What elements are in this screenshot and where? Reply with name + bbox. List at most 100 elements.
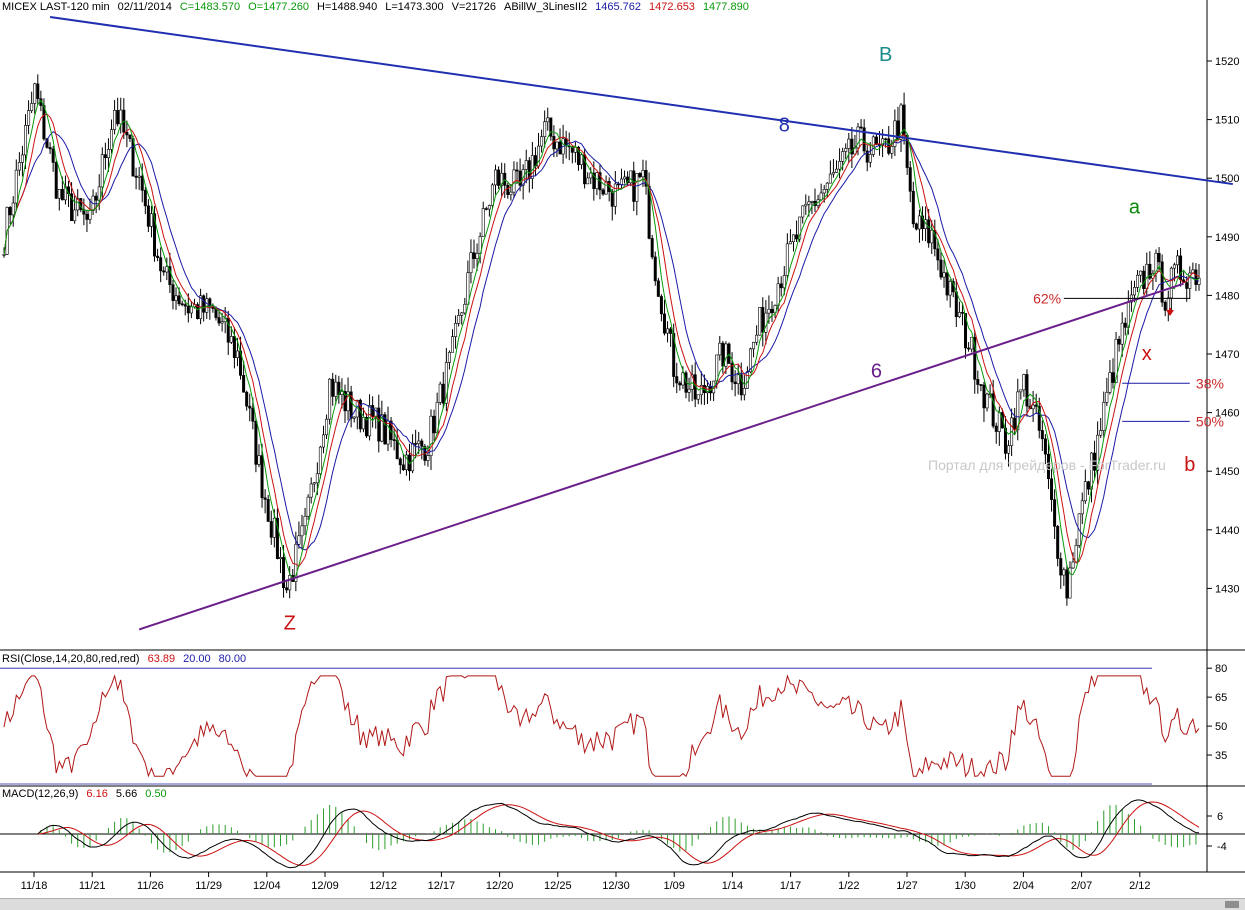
candle-body: [1022, 374, 1026, 391]
time-tick-label: 12/20: [486, 880, 514, 892]
candle-body: [143, 190, 147, 207]
fib-level-label: 50%: [1196, 413, 1224, 429]
candle-body: [110, 129, 114, 150]
candle-body: [1163, 301, 1167, 311]
candle-body: [776, 283, 780, 306]
candle-body: [312, 482, 316, 485]
candle-body: [306, 496, 310, 517]
candle-body: [782, 275, 786, 289]
price-tick-label: 1490: [1215, 232, 1239, 244]
candle-body: [890, 146, 894, 154]
candle-body: [420, 440, 424, 447]
candle-body: [589, 172, 593, 179]
candle-body: [810, 201, 814, 203]
candle-body: [942, 272, 946, 278]
candle-body: [220, 321, 224, 324]
candle-body: [242, 375, 246, 393]
candle-body: [8, 207, 12, 216]
fib-level-label: 38%: [1196, 375, 1224, 391]
wave-label: B: [879, 44, 892, 66]
candle-body: [623, 176, 627, 180]
candlestick-series: [2, 74, 1201, 606]
candle-body: [386, 420, 390, 445]
candle-body: [380, 414, 384, 442]
candle-body: [1007, 445, 1011, 454]
candle-body: [417, 440, 421, 444]
candle-body: [650, 238, 654, 258]
candle-body: [254, 421, 258, 465]
candle-body: [180, 303, 184, 306]
candle-body: [530, 155, 534, 179]
scrollbar-thumb[interactable]: [1225, 901, 1239, 908]
candle-body: [156, 255, 160, 258]
candle-body: [1120, 322, 1124, 345]
candle-body: [395, 439, 399, 460]
candle-body: [94, 195, 98, 201]
candle-body: [825, 182, 829, 190]
candle-body: [490, 184, 494, 206]
candle-body: [893, 120, 897, 147]
candle-body: [331, 378, 335, 397]
macd-hist-value: 0.50: [145, 788, 167, 800]
time-tick-label: 12/09: [311, 880, 339, 892]
candle-body: [134, 175, 138, 178]
wave-label: b: [1184, 454, 1195, 476]
trendline-upper: [49, 16, 1233, 186]
candle-body: [404, 454, 408, 471]
horizontal-scrollbar[interactable]: [0, 898, 1245, 910]
candle-body: [785, 243, 789, 276]
candle-body: [263, 497, 267, 500]
macd-line: [4, 799, 1200, 869]
candle-body: [297, 535, 301, 545]
rsi-high-level: 80.00: [218, 653, 247, 665]
candle-body: [414, 443, 418, 445]
candle-body: [1114, 338, 1118, 383]
candle-body: [991, 393, 995, 427]
candle-body: [856, 126, 860, 149]
candle-body: [770, 308, 774, 314]
time-tick-label: 1/27: [896, 880, 917, 892]
candle-body: [248, 405, 252, 409]
candle-body: [807, 201, 811, 205]
candle-body: [321, 434, 325, 448]
candle-body: [24, 125, 28, 156]
candle-body: [656, 280, 660, 297]
candle-body: [266, 499, 270, 522]
candle-body: [186, 305, 190, 314]
candle-body: [1099, 430, 1103, 436]
candle-body: [788, 241, 792, 245]
candle-body: [736, 374, 740, 385]
candle-body: [761, 307, 765, 333]
candle-body: [398, 458, 402, 466]
macd-signal-value: 5.66: [115, 788, 138, 800]
candle-body: [604, 181, 608, 195]
macd-value: 6.16: [86, 788, 108, 800]
candle-body: [229, 336, 233, 343]
candle-body: [70, 193, 74, 222]
candle-body: [764, 312, 768, 333]
candle-body: [675, 376, 679, 384]
candle-body: [884, 138, 888, 141]
candle-body: [54, 162, 58, 199]
candle-body: [939, 259, 943, 278]
candle-body: [364, 417, 368, 437]
candle-body: [748, 348, 752, 373]
time-tick-label: 12/30: [602, 880, 630, 892]
header-low: L=1473.300: [385, 1, 444, 13]
macd-tick-label: -4: [1217, 841, 1227, 853]
candle-body: [85, 213, 89, 220]
candle-body: [798, 216, 802, 240]
candle-body: [629, 170, 633, 184]
candle-body: [113, 110, 117, 130]
header-indicator: ABillW_3LinesII2: [504, 1, 588, 13]
candle-body: [140, 175, 144, 191]
candle-body: [911, 190, 915, 225]
candle-body: [1034, 404, 1038, 407]
candle-body: [361, 417, 365, 430]
candle-body: [973, 336, 977, 380]
candle-body: [1031, 404, 1035, 410]
price-tick-label: 1480: [1215, 290, 1239, 302]
candle-body: [715, 354, 719, 382]
candle-body: [487, 205, 491, 210]
time-tick-label: 12/04: [253, 880, 281, 892]
